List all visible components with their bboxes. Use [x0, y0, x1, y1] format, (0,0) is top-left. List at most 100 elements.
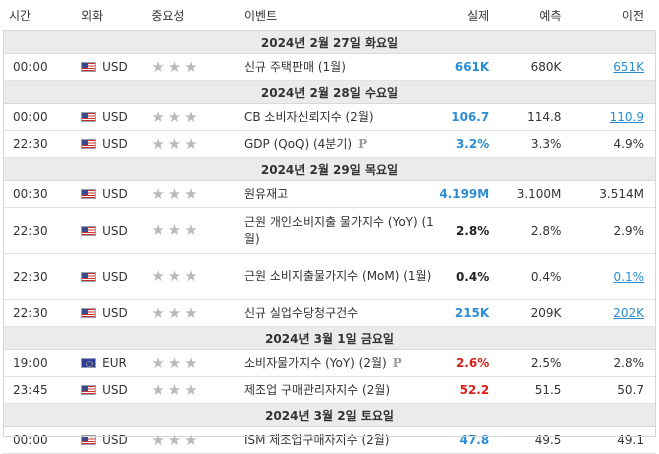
- event-name[interactable]: 제조업 구매관리자지수 (2월): [243, 382, 391, 397]
- event-time: 23:45: [3, 376, 74, 404]
- star-icon: ★: [167, 107, 182, 126]
- star-icon: ★: [167, 221, 182, 239]
- event-row[interactable]: 00:00 USD ★ ★ ★ CB 소비자신뢰지수 (2월) 106.7 114.8 110.…: [3, 103, 656, 131]
- event-name[interactable]: GDP (QoQ) (4분기): [243, 136, 353, 151]
- previous-cell: 4.9%: [573, 130, 656, 158]
- actual-value: 215K: [454, 306, 490, 320]
- star-icon: ★: [184, 221, 198, 239]
- event-row[interactable]: 23:45 USD ★ ★ ★ 제조업 구매관리자지수 (2월) 52.2 51.5 50.7: [3, 376, 656, 404]
- previous-value: 2.9%: [613, 223, 645, 238]
- actual-cell: 0.4%: [434, 253, 502, 300]
- star-icon: ★: [167, 184, 182, 203]
- calendar-body: 2024년 2월 27일 화요일 00:00 USD ★ ★ ★ 신규 주택판매 (1월) 6…: [3, 30, 656, 454]
- star-icon: ★: [167, 430, 182, 449]
- forecast-cell: 209K: [501, 299, 574, 327]
- previous-revised-value[interactable]: 110.9: [609, 110, 644, 124]
- forecast-cell: 114.8: [501, 103, 574, 131]
- forecast-value: 2.8%: [530, 223, 562, 238]
- event-name[interactable]: 소비자물가지수 (YoY) (2월): [243, 355, 387, 370]
- event-currency: USD: [102, 306, 128, 320]
- event-currency: USD: [102, 137, 128, 151]
- day-header-row: 2024년 3월 1일 금요일: [3, 326, 656, 350]
- event-name[interactable]: CB 소비자신뢰지수 (2월): [243, 109, 374, 124]
- actual-value: 3.2%: [455, 137, 490, 151]
- day-header-row: 2024년 2월 28일 수요일: [3, 80, 656, 104]
- actual-value: 2.8%: [455, 223, 490, 238]
- actual-cell: 661K: [434, 53, 502, 81]
- event-row[interactable]: 00:00 USD ★ ★ ★ ISM 제조업구매자지수 (2월) 47.8 49.5 49.1: [3, 426, 656, 454]
- event-name[interactable]: 근원 소비지출물가지수 (MoM) (1월): [243, 269, 432, 283]
- event-name[interactable]: ISM 제조업구매자지수 (2월): [243, 432, 390, 447]
- event-name-cell[interactable]: 제조업 구매관리자지수 (2월): [231, 376, 435, 404]
- economic-calendar: 시간 외화 중요성 이벤트 실제 예측 이전 2024년 2월 27일 화요일 0…: [3, 0, 656, 454]
- previous-cell: 110.9: [573, 103, 656, 131]
- star-icon: ★: [184, 380, 198, 399]
- forecast-value: 0.4%: [530, 269, 562, 284]
- header-time[interactable]: 시간: [3, 0, 74, 31]
- star-icon: ★: [184, 57, 198, 76]
- event-time: 22:30: [3, 130, 74, 158]
- event-row[interactable]: 00:00 USD ★ ★ ★ 신규 주택판매 (1월) 661K 680K 651K: [3, 53, 656, 81]
- actual-cell: 4.199M: [434, 180, 502, 208]
- event-name-cell[interactable]: 신규 주택판매 (1월): [231, 53, 435, 81]
- previous-cell: 2.8%: [573, 349, 656, 377]
- event-name[interactable]: 원유재고: [243, 186, 289, 201]
- event-name-cell[interactable]: CB 소비자신뢰지수 (2월): [231, 103, 435, 131]
- event-name-cell[interactable]: 신규 실업수당청구건수: [231, 299, 435, 327]
- previous-revised-value[interactable]: 202K: [613, 306, 644, 320]
- forecast-value: 51.5: [534, 383, 562, 397]
- header-row: 시간 외화 중요성 이벤트 실제 예측 이전: [3, 0, 656, 31]
- header-currency[interactable]: 외화: [73, 0, 146, 31]
- previous-revised-value[interactable]: 0.1%: [613, 269, 645, 284]
- preliminary-icon[interactable]: P: [358, 136, 368, 151]
- event-currency: USD: [102, 433, 128, 447]
- star-icon: ★: [151, 57, 165, 76]
- event-name-cell[interactable]: 근원 개인소비지출 물가지수 (YoY) (1월): [231, 207, 435, 254]
- calendar-table: 시간 외화 중요성 이벤트 실제 예측 이전 2024년 2월 27일 화요일 0…: [3, 0, 656, 454]
- event-currency-cell: USD: [73, 207, 146, 254]
- event-currency: USD: [102, 269, 128, 284]
- importance-stars: ★ ★ ★: [145, 253, 232, 300]
- forecast-cell: 2.8%: [501, 207, 574, 254]
- star-icon: ★: [167, 353, 182, 372]
- preliminary-icon[interactable]: P: [392, 355, 402, 370]
- header-actual[interactable]: 실제: [434, 0, 502, 31]
- day-header: 2024년 2월 29일 목요일: [3, 157, 656, 181]
- event-currency-cell: USD: [73, 253, 146, 300]
- previous-cell: 50.7: [573, 376, 656, 404]
- forecast-cell: 680K: [501, 53, 574, 81]
- event-row[interactable]: 22:30 USD ★ ★ ★ 근원 개인소비지출 물가지수 (YoY) (1월) 2.8%…: [3, 207, 656, 254]
- event-name-cell[interactable]: GDP (QoQ) (4분기) P: [231, 130, 435, 158]
- event-name-cell[interactable]: ISM 제조업구매자지수 (2월): [231, 426, 435, 454]
- previous-value: 49.1: [617, 433, 644, 447]
- event-name-cell[interactable]: 원유재고: [231, 180, 435, 208]
- importance-stars: ★ ★ ★: [145, 376, 232, 404]
- event-name[interactable]: 근원 개인소비지출 물가지수 (YoY) (1월): [243, 214, 434, 246]
- event-time: 22:30: [3, 299, 74, 327]
- previous-revised-value[interactable]: 651K: [613, 60, 644, 74]
- actual-cell: 3.2%: [434, 130, 502, 158]
- event-row[interactable]: 22:30 USD ★ ★ ★ 신규 실업수당청구건수 215K 209K 202K: [3, 299, 656, 327]
- event-currency: USD: [102, 187, 128, 201]
- event-time: 22:30: [3, 253, 74, 300]
- event-row[interactable]: 22:30 USD ★ ★ ★ 근원 소비지출물가지수 (MoM) (1월) 0.4% 0.4…: [3, 253, 656, 300]
- day-header-row: 2024년 3월 2일 토요일: [3, 403, 656, 427]
- actual-cell: 47.8: [434, 426, 502, 454]
- event-name-cell[interactable]: 근원 소비지출물가지수 (MoM) (1월): [231, 253, 435, 300]
- star-icon: ★: [167, 134, 182, 153]
- event-row[interactable]: 22:30 USD ★ ★ ★ GDP (QoQ) (4분기) P 3.2% 3.3% 4.9%: [3, 130, 656, 158]
- header-event[interactable]: 이벤트: [231, 0, 435, 31]
- event-row[interactable]: 00:30 USD ★ ★ ★ 원유재고 4.199M 3.100M 3.514M: [3, 180, 656, 208]
- event-name[interactable]: 신규 주택판매 (1월): [243, 59, 346, 74]
- day-header: 2024년 2월 28일 수요일: [3, 80, 656, 104]
- header-forecast[interactable]: 예측: [501, 0, 574, 31]
- event-row[interactable]: 19:00 EUR ★ ★ ★ 소비자물가지수 (YoY) (2월) P 2.6% 2.5% 2.…: [3, 349, 656, 377]
- event-name[interactable]: 신규 실업수당청구건수: [243, 305, 359, 320]
- header-previous[interactable]: 이전: [573, 0, 656, 31]
- header-importance[interactable]: 중요성: [145, 0, 232, 31]
- event-name-cell[interactable]: 소비자물가지수 (YoY) (2월) P: [231, 349, 435, 377]
- us-flag-icon: [81, 225, 97, 236]
- star-icon: ★: [151, 353, 165, 372]
- star-icon: ★: [151, 430, 165, 449]
- event-currency: EUR: [102, 356, 127, 370]
